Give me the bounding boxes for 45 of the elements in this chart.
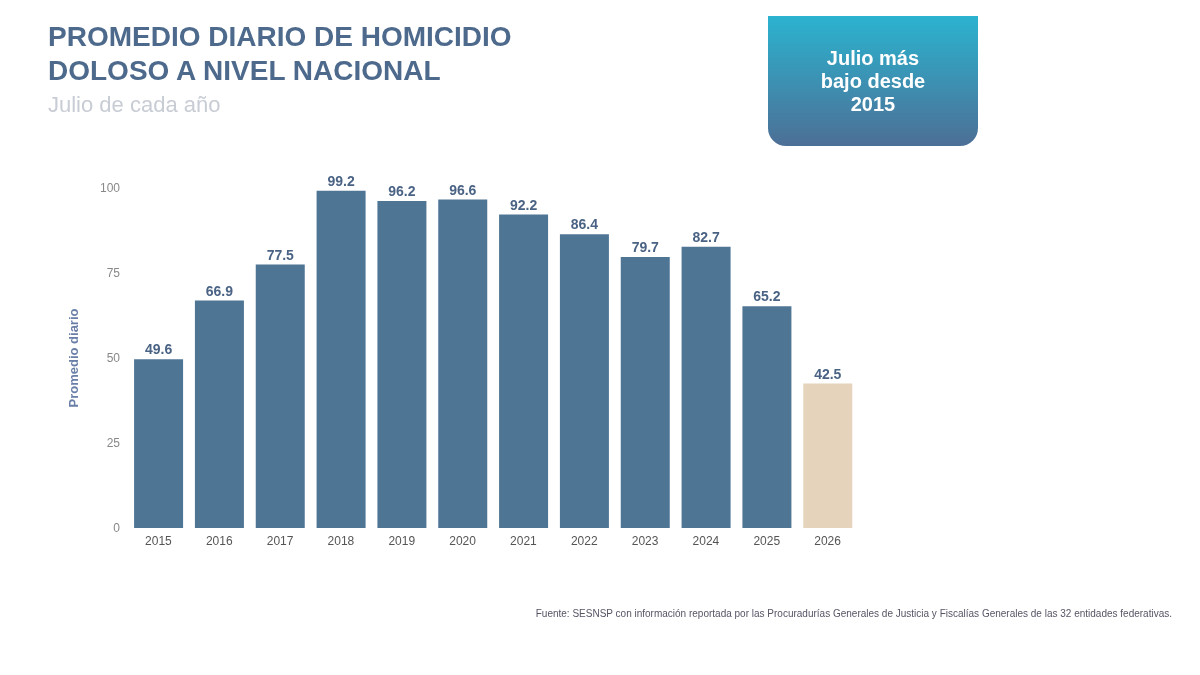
y-axis-title: Promedio diario — [65, 308, 81, 408]
bar — [681, 246, 731, 528]
bar — [134, 359, 184, 528]
data-label: 99.2 — [327, 172, 355, 189]
x-tick-label: 2018 — [327, 533, 355, 548]
data-label: 92.2 — [509, 196, 538, 213]
data-label: 96.6 — [449, 181, 477, 198]
data-label: 65.2 — [753, 288, 781, 305]
x-tick-label: 2015 — [145, 533, 173, 548]
data-label: 86.4 — [570, 216, 599, 233]
y-tick-label: 50 — [106, 351, 121, 366]
x-tick-label: 2020 — [449, 533, 477, 548]
chart-title: PROMEDIO DIARIO DE HOMICIDIO DOLOSO A NIVEL NACIONAL — [48, 20, 513, 88]
x-tick-label: 2022 — [570, 533, 598, 548]
data-label: 49.6 — [144, 341, 173, 358]
y-tick-label: 100 — [99, 181, 121, 196]
x-tick-label: 2023 — [631, 533, 659, 548]
x-tick-label: 2024 — [692, 533, 720, 548]
data-label: 82.7 — [692, 228, 720, 245]
bar — [438, 199, 488, 528]
bar — [559, 234, 609, 528]
data-label: 42.5 — [814, 365, 842, 382]
bar — [742, 306, 792, 528]
x-tick-label: 2025 — [753, 533, 781, 548]
bar — [255, 264, 305, 528]
bar — [377, 200, 427, 528]
data-label: 96.2 — [388, 182, 416, 199]
x-tick-label: 2016 — [205, 533, 233, 548]
data-label: 77.5 — [266, 246, 295, 263]
x-tick-label: 2017 — [266, 533, 294, 548]
data-label: 79.7 — [631, 239, 660, 256]
bar — [803, 383, 853, 528]
bar — [499, 214, 549, 528]
bar — [194, 300, 244, 528]
x-tick-label: 2021 — [510, 533, 538, 548]
bar — [316, 190, 366, 528]
bar — [620, 257, 670, 528]
y-tick-label: 75 — [106, 266, 121, 281]
callout-box: Julio más bajo desde 2015 — [768, 16, 978, 146]
data-label: 66.9 — [205, 282, 234, 299]
x-tick-label: 2026 — [814, 533, 842, 548]
source-note: Fuente: SESNSP con información reportada por las Procuradurías Generales de Justicia y Fiscalías Generales de las 32 entidades federativas. — [534, 608, 1172, 619]
y-tick-label: 0 — [113, 521, 121, 536]
x-tick-label: 2019 — [388, 533, 416, 548]
y-tick-label: 25 — [106, 436, 121, 451]
